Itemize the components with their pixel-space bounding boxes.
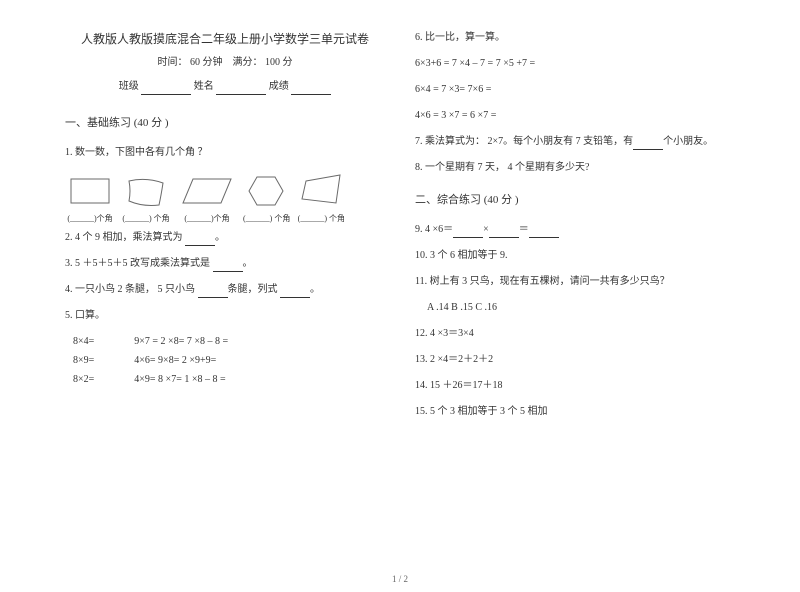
q9-blank3 xyxy=(529,225,559,238)
left-column: 人教版人教版摸底混合二年级上册小学数学三单元试卷 时间： 60 分钟 满分： 1… xyxy=(50,30,400,430)
shape-4-label: (______) 个角 xyxy=(243,213,290,226)
score-value: 100 分 xyxy=(265,57,293,68)
calc-left-1: 8×9= xyxy=(73,353,94,369)
calc-right-0: 9×7 = 2 ×8= 7 ×8 – 8 = xyxy=(134,334,228,350)
name-label: 姓名 xyxy=(194,81,214,92)
calc-left: 8×4= 8×9= 8×2= xyxy=(73,334,94,391)
q6-line-1: 6×4 = 7 ×3= 7×6 = xyxy=(415,82,735,98)
q6-line-2: 4×6 = 3 ×7 = 6 ×7 = xyxy=(415,108,735,124)
shape-3-label: (______)个角 xyxy=(177,213,237,226)
q3-pre: 3. 5 ＋5＋5＋5 改写成乘法算式是 xyxy=(65,258,213,269)
q4-blank1 xyxy=(198,285,228,298)
shape-1-label: (______)个角 xyxy=(65,213,115,226)
q2-pre: 2. 4 个 9 相加，乘法算式为 xyxy=(65,232,185,243)
q11: 11. 树上有 3 只鸟，现在有五棵树，请问一共有多少只鸟？ xyxy=(415,274,735,290)
shape-2-label: (______) 个角 xyxy=(121,213,171,226)
class-label: 班级 xyxy=(119,81,139,92)
quad-icon xyxy=(296,171,346,211)
q6-line-0: 6×3+6 = 7 ×4 – 7 = 7 ×5 +7 = xyxy=(415,56,735,72)
q7-b: 个小朋友。 xyxy=(663,136,713,147)
q6-title: 6. 比一比，算一算。 xyxy=(415,30,735,46)
rectangle-icon xyxy=(65,171,115,211)
shape-4: (______) 个角 xyxy=(243,171,290,226)
q5-title: 5. 口算。 xyxy=(65,308,385,324)
q11-opts: A .14 B .15 C .16 xyxy=(427,300,735,316)
curved-quad-icon xyxy=(121,171,171,211)
q14: 14. 15 ＋26＝17＋18 xyxy=(415,378,735,394)
q4-b: 条腿，列式 xyxy=(228,284,281,295)
grade-blank xyxy=(291,82,331,95)
shape-5-label: (______) 个角 xyxy=(296,213,346,226)
q9-c: ＝ xyxy=(519,224,529,235)
q7-blank xyxy=(633,137,663,150)
shape-2: (______) 个角 xyxy=(121,171,171,226)
q12: 12. 4 ×3＝3×4 xyxy=(415,326,735,342)
section2-title: 二、综合练习 (40 分 ) xyxy=(415,192,735,210)
q9-a: 9. 4 ×6＝ xyxy=(415,224,453,235)
q2: 2. 4 个 9 相加，乘法算式为 。 xyxy=(65,230,385,246)
q9-blank2 xyxy=(489,225,519,238)
q13: 13. 2 ×4＝2＋2＋2 xyxy=(415,352,735,368)
shape-3: (______)个角 xyxy=(177,171,237,226)
q7: 7. 乘法算式为： 2×7。每个小朋友有 7 支铅笔，有 个小朋友。 xyxy=(415,134,735,150)
parallelogram-icon xyxy=(177,171,237,211)
q15: 15. 5 个 3 相加等于 3 个 5 相加 xyxy=(415,404,735,420)
hexagon-icon xyxy=(243,171,289,211)
grade-label: 成绩 xyxy=(269,81,289,92)
q4-a: 4. 一只小鸟 2 条腿， 5 只小鸟 xyxy=(65,284,198,295)
q8: 8. 一个星期有 7 天， 4 个星期有多少天? xyxy=(415,160,735,176)
q4: 4. 一只小鸟 2 条腿， 5 只小鸟 条腿，列式 。 xyxy=(65,282,385,298)
q2-blank xyxy=(185,233,215,246)
score-label: 满分： xyxy=(233,57,263,68)
exam-subtitle: 时间： 60 分钟 满分： 100 分 xyxy=(65,55,385,71)
q3-post: 。 xyxy=(243,258,253,269)
name-blank xyxy=(216,82,266,95)
q9-blank1 xyxy=(453,225,483,238)
q2-post: 。 xyxy=(215,232,225,243)
shape-5: (______) 个角 xyxy=(296,171,346,226)
exam-title: 人教版人教版摸底混合二年级上册小学数学三单元试卷 xyxy=(65,30,385,49)
q10: 10. 3 个 6 相加等于 9. xyxy=(415,248,735,264)
q1: 1. 数一数，下图中各有几个角 ？ xyxy=(65,145,385,161)
class-blank xyxy=(141,82,191,95)
calc-right-1: 4×6= 9×8= 2 ×9+9= xyxy=(134,353,228,369)
time-value: 60 分钟 xyxy=(190,57,223,68)
q3: 3. 5 ＋5＋5＋5 改写成乘法算式是 。 xyxy=(65,256,385,272)
shape-1: (______)个角 xyxy=(65,171,115,226)
calc-right: 9×7 = 2 ×8= 7 ×8 – 8 = 4×6= 9×8= 2 ×9+9=… xyxy=(134,334,228,391)
q9: 9. 4 ×6＝×＝ xyxy=(415,222,735,238)
q3-blank xyxy=(213,259,243,272)
calc-group: 8×4= 8×9= 8×2= 9×7 = 2 ×8= 7 ×8 – 8 = 4×… xyxy=(73,334,385,391)
section1-title: 一、基础练习 (40 分 ) xyxy=(65,115,385,133)
time-label: 时间： xyxy=(158,57,188,68)
calc-left-0: 8×4= xyxy=(73,334,94,350)
calc-right-2: 4×9= 8 ×7= 1 ×8 – 8 = xyxy=(134,372,228,388)
page-number: 1 / 2 xyxy=(0,574,800,584)
shapes-row: (______)个角 (______) 个角 (______)个角 (_____… xyxy=(65,171,385,226)
page-container: 人教版人教版摸底混合二年级上册小学数学三单元试卷 时间： 60 分钟 满分： 1… xyxy=(0,0,800,440)
info-line: 班级 姓名 成绩 xyxy=(65,79,385,95)
q4-blank2 xyxy=(280,285,310,298)
q7-a: 7. 乘法算式为： 2×7。每个小朋友有 7 支铅笔，有 xyxy=(415,136,633,147)
calc-left-2: 8×2= xyxy=(73,372,94,388)
right-column: 6. 比一比，算一算。 6×3+6 = 7 ×4 – 7 = 7 ×5 +7 =… xyxy=(400,30,750,430)
q4-c: 。 xyxy=(310,284,320,295)
